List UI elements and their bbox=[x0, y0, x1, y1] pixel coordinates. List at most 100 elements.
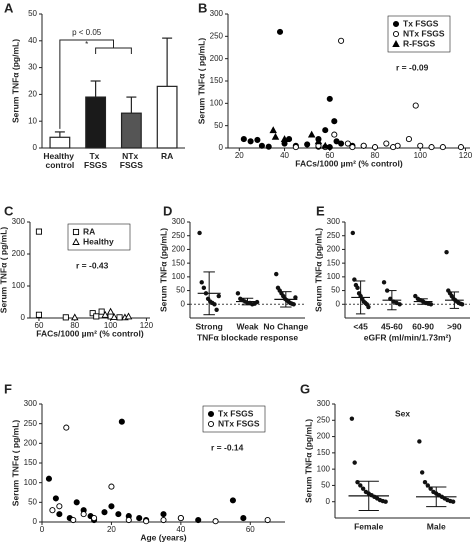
triangle-point bbox=[314, 137, 323, 145]
legend-box bbox=[67, 223, 131, 251]
circle-point bbox=[344, 140, 351, 147]
legend-label: R-FSGS bbox=[403, 38, 435, 48]
dot bbox=[360, 486, 366, 491]
y-tick-label: 250 bbox=[327, 231, 341, 240]
circle-point bbox=[49, 507, 56, 514]
y-tick-label: 150 bbox=[172, 258, 186, 267]
circle-point bbox=[160, 516, 167, 524]
circle-point bbox=[240, 136, 247, 143]
circle-point bbox=[304, 141, 311, 148]
square-point bbox=[35, 311, 43, 318]
circle-point bbox=[160, 511, 167, 518]
circle-point bbox=[254, 136, 261, 144]
y-tick-label: 50 bbox=[331, 286, 340, 295]
y-tick-label: 250 bbox=[172, 231, 186, 240]
dot bbox=[428, 486, 433, 491]
dot bbox=[383, 499, 388, 504]
y-tick-label: 150 bbox=[327, 258, 341, 267]
triangle-point bbox=[269, 126, 277, 134]
x-tick-label: Strong bbox=[195, 321, 222, 331]
x-tick-label: 80 bbox=[70, 321, 79, 330]
y-tick-label: 50 bbox=[28, 9, 37, 18]
x-tick-label: 60 bbox=[246, 525, 255, 534]
x-tick-label: 60-90 bbox=[412, 321, 434, 331]
y-tick-label: 300 bbox=[317, 399, 331, 408]
y-tick-label: 0 bbox=[181, 299, 186, 308]
circle-point bbox=[439, 144, 446, 151]
circle-point bbox=[45, 475, 52, 482]
correlation: r = -0.43 bbox=[76, 260, 109, 270]
y-axis-label: Serum TNFα ( pg/mL) bbox=[10, 420, 20, 507]
x-axis-label: TNFα blockade response bbox=[197, 332, 298, 342]
y-tick-label: 200 bbox=[24, 438, 38, 447]
x-tick-label: Female bbox=[354, 521, 384, 531]
circle-point bbox=[91, 515, 98, 522]
dot bbox=[419, 470, 425, 475]
x-tick-label: 120 bbox=[140, 321, 154, 330]
y-tick-label: 0 bbox=[21, 313, 26, 322]
y-tick-label: 0 bbox=[326, 497, 331, 506]
triangle-point bbox=[71, 313, 79, 321]
circle-point bbox=[417, 142, 424, 149]
x-tick-label: Tx FSGS bbox=[84, 151, 107, 170]
legend-label: NTx FSGS bbox=[403, 28, 445, 38]
circle-point bbox=[326, 95, 333, 102]
y-tick-label: 100 bbox=[327, 272, 341, 281]
dot bbox=[428, 302, 434, 307]
circle-point bbox=[338, 37, 345, 44]
x-axis-label: eGFR (ml/min/1.73m²) bbox=[364, 332, 452, 342]
significance-bracket bbox=[59, 39, 132, 129]
x-tick-label: Healthy control bbox=[43, 151, 76, 170]
circle-point bbox=[457, 144, 465, 151]
circle-point bbox=[383, 140, 390, 147]
legend-label: Tx FSGS bbox=[218, 408, 254, 418]
circle-point bbox=[56, 503, 63, 510]
y-tick-label: 300 bbox=[172, 217, 186, 226]
dot bbox=[214, 307, 219, 312]
circle-point bbox=[258, 142, 265, 149]
circle-point bbox=[108, 503, 115, 510]
circle-point bbox=[108, 483, 115, 490]
circle-point bbox=[70, 516, 77, 524]
panel-letter: C bbox=[4, 203, 14, 218]
panel-letter: G bbox=[300, 381, 310, 396]
x-tick-label: 0 bbox=[40, 525, 45, 534]
y-tick-label: 30 bbox=[28, 63, 37, 72]
dot bbox=[358, 483, 363, 488]
dot bbox=[235, 291, 241, 296]
y-axis-label: Serum TNFα (pg/mL) bbox=[10, 39, 20, 123]
y-tick-label: 10 bbox=[28, 116, 37, 125]
x-tick-label: >90 bbox=[447, 321, 462, 331]
panel-letter: A bbox=[4, 0, 14, 15]
dot bbox=[199, 280, 204, 285]
x-tick-label: 100 bbox=[104, 321, 118, 330]
panel-letter: E bbox=[316, 203, 325, 218]
triangle-point bbox=[271, 132, 280, 140]
circle-point bbox=[177, 515, 184, 522]
x-tick-label: 45-60 bbox=[381, 321, 403, 331]
y-tick-label: 100 bbox=[210, 98, 224, 107]
panel-letter: D bbox=[163, 203, 172, 218]
circle-point bbox=[405, 136, 412, 143]
y-axis-label: Serum TNFα (pg/mL) bbox=[303, 419, 313, 503]
dot bbox=[349, 416, 355, 421]
circle-point bbox=[136, 515, 143, 522]
y-tick-label: 200 bbox=[327, 245, 341, 254]
circle-point bbox=[331, 131, 338, 138]
correlation: r = -0.09 bbox=[396, 62, 429, 72]
circle-point bbox=[360, 142, 367, 149]
x-tick-label: NTx FSGS bbox=[120, 151, 143, 170]
bar bbox=[85, 96, 107, 149]
x-tick-label: No Change bbox=[263, 321, 308, 331]
circle-point bbox=[349, 144, 356, 151]
triangle-point bbox=[124, 312, 133, 320]
y-tick-label: 0 bbox=[33, 517, 38, 526]
legend-label: NTx FSGS bbox=[218, 418, 260, 428]
x-axis-label: FACs/1000 µm² (% control) bbox=[295, 158, 403, 168]
y-tick-label: 0 bbox=[219, 143, 224, 152]
panel-letter: F bbox=[4, 381, 12, 396]
circle-point bbox=[207, 420, 215, 428]
y-tick-label: 150 bbox=[317, 448, 331, 457]
triangle-point bbox=[110, 313, 118, 320]
